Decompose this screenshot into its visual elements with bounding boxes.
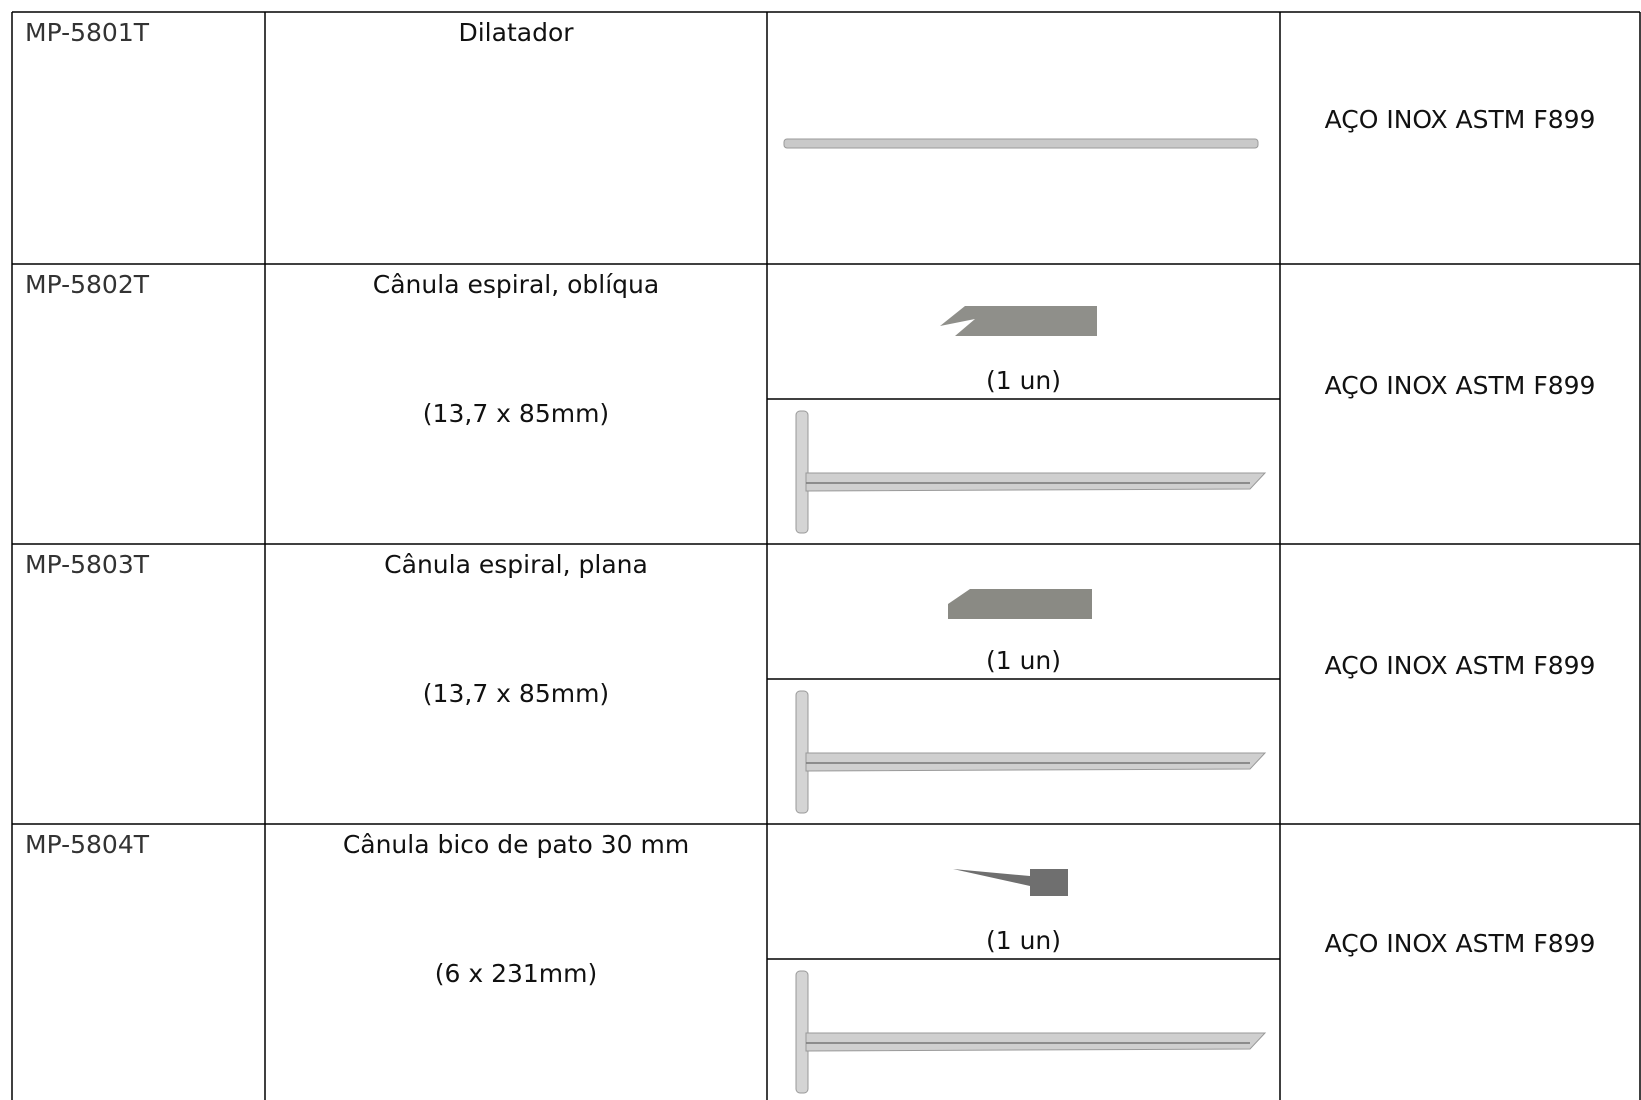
image-caption: (1 un) [985, 646, 1062, 675]
instrument-image [783, 138, 1259, 149]
item-material: AÇO INOX ASTM F899 [1324, 651, 1596, 680]
image-caption: (1 un) [985, 366, 1062, 395]
item-description: Cânula espiral, plana [384, 550, 648, 579]
item-description: Cânula espiral, oblíqua [372, 270, 660, 299]
instrument-image [805, 472, 1267, 492]
item-description: Dilatador [458, 18, 574, 47]
instrument-image [795, 690, 809, 814]
instrument-image [795, 410, 809, 534]
item-description: (13,7 x 85mm) [422, 679, 610, 708]
instrument-image [948, 589, 1092, 619]
item-description: (13,7 x 85mm) [422, 399, 610, 428]
instrument-image [953, 869, 1068, 896]
instrument-image [805, 1032, 1267, 1052]
item-code: MP-5801T [25, 18, 150, 47]
item-code: MP-5802T [25, 270, 150, 299]
item-description: Cânula bico de pato 30 mm [342, 830, 690, 859]
instrument-image [940, 306, 1097, 336]
item-code: MP-5803T [25, 550, 150, 579]
item-material: AÇO INOX ASTM F899 [1324, 929, 1596, 958]
instrument-image [795, 970, 809, 1094]
item-material: AÇO INOX ASTM F899 [1324, 105, 1596, 134]
image-caption: (1 un) [985, 926, 1062, 955]
item-material: AÇO INOX ASTM F899 [1324, 371, 1596, 400]
item-code: MP-5804T [25, 830, 150, 859]
item-description: (6 x 231mm) [434, 959, 598, 988]
instrument-image [805, 752, 1267, 772]
